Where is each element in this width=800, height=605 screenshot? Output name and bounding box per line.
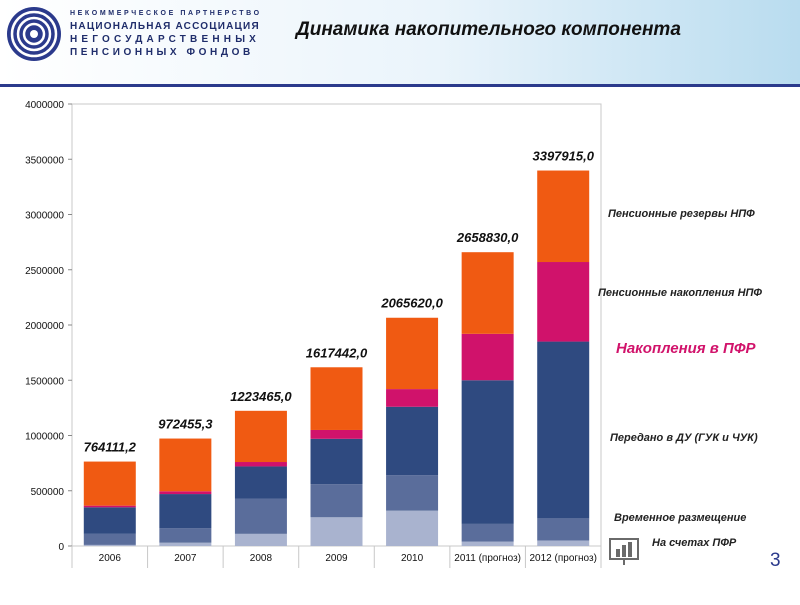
bar-segment bbox=[461, 380, 514, 524]
y-tick-label: 3000000 bbox=[25, 211, 64, 222]
bar-segment bbox=[234, 498, 287, 534]
x-tick-label: 2007 bbox=[174, 553, 197, 564]
bar-segment bbox=[461, 523, 514, 542]
bar-segment bbox=[537, 262, 590, 342]
x-tick-label: 2012 (прогноз) bbox=[529, 553, 596, 564]
legend-label: Передано в ДУ (ГУК и ЧУК) bbox=[610, 432, 758, 444]
x-tick-label: 2010 bbox=[401, 553, 424, 564]
bar-segment bbox=[386, 317, 439, 390]
bar-total-label: 972455,3 bbox=[158, 417, 213, 432]
x-tick-label: 2006 bbox=[99, 553, 122, 564]
bar-total-label: 1223465,0 bbox=[230, 389, 292, 404]
bar-segment bbox=[310, 367, 363, 430]
bar-segment bbox=[310, 517, 363, 546]
bar-segment bbox=[386, 406, 439, 476]
y-tick-label: 1000000 bbox=[25, 432, 64, 443]
header-banner: НЕКОММЕРЧЕСКОЕ ПАРТНЕРСТВО НАЦИОНАЛЬНАЯ … bbox=[0, 0, 800, 84]
bar-segment bbox=[310, 429, 363, 439]
y-tick-label: 2500000 bbox=[25, 266, 64, 277]
bar-total-label: 764111,2 bbox=[84, 440, 137, 455]
y-tick-label: 2000000 bbox=[25, 321, 64, 332]
bar-segment bbox=[537, 341, 590, 519]
bar-segment bbox=[386, 510, 439, 546]
bar-segment bbox=[83, 461, 136, 506]
bar-segment bbox=[234, 462, 287, 467]
slide-chart-icon bbox=[609, 538, 639, 565]
org-line-1: НЕКОММЕРЧЕСКОЕ ПАРТНЕРСТВО bbox=[70, 10, 262, 17]
legend-label: Накопления в ПФР bbox=[616, 340, 756, 357]
bar-segment bbox=[386, 389, 439, 407]
bar-segment bbox=[234, 533, 287, 546]
bar-total-label: 1617442,0 bbox=[306, 345, 368, 360]
org-line-2: НАЦИОНАЛЬНАЯ АССОЦИАЦИЯ bbox=[70, 21, 260, 32]
bar-segment bbox=[537, 540, 590, 546]
nangf-logo-icon bbox=[7, 7, 61, 61]
y-tick-label: 4000000 bbox=[25, 100, 64, 111]
x-tick-label: 2011 (прогноз) bbox=[454, 553, 521, 564]
bar-segment bbox=[537, 170, 590, 263]
bar-segment bbox=[310, 484, 363, 518]
bar-segment bbox=[159, 494, 212, 529]
bar-segment bbox=[159, 542, 212, 546]
chart-area: 0 500000 1000000 1500000 2000000 2500000 30000… bbox=[0, 88, 800, 600]
bar-segment bbox=[159, 491, 212, 495]
bar-segment bbox=[83, 507, 136, 534]
bar-segment bbox=[159, 438, 212, 492]
legend-label: На счетах ПФР bbox=[652, 537, 737, 549]
bar-segment bbox=[461, 541, 514, 546]
bar-segment bbox=[461, 252, 514, 334]
bar-segment bbox=[83, 544, 136, 546]
stacked-bar-chart: 0 500000 1000000 1500000 2000000 2500000 30000… bbox=[25, 100, 602, 568]
legend-label: Пенсионные резервы НПФ bbox=[608, 208, 755, 220]
organization-name: НЕКОММЕРЧЕСКОЕ ПАРТНЕРСТВО НАЦИОНАЛЬНАЯ … bbox=[70, 8, 262, 58]
y-tick-label: 0 bbox=[58, 542, 64, 553]
bar-segment bbox=[159, 528, 212, 543]
bar-total-label: 3397915,0 bbox=[532, 149, 594, 164]
bar-segment bbox=[234, 410, 287, 463]
x-tick-label: 2008 bbox=[250, 553, 273, 564]
x-tick-label: 2009 bbox=[325, 553, 348, 564]
bar-segment bbox=[234, 466, 287, 499]
bar-segment bbox=[537, 518, 590, 541]
org-line-3: НЕГОСУДАРСТВЕННЫХ bbox=[70, 34, 261, 45]
page-title: Динамика накопительного компонента bbox=[296, 19, 681, 40]
bar-segment bbox=[83, 533, 136, 545]
page-number: 3 bbox=[770, 550, 781, 571]
bar-segment bbox=[83, 505, 136, 508]
org-line-4: ПЕНСИОННЫХ ФОНДОВ bbox=[70, 47, 254, 58]
bar-segment bbox=[310, 438, 363, 485]
bar-segment bbox=[386, 475, 439, 511]
y-tick-label: 3500000 bbox=[25, 155, 64, 166]
y-tick-label: 500000 bbox=[31, 487, 65, 498]
header-divider bbox=[0, 84, 800, 87]
legend-label: Временное размещение bbox=[614, 512, 747, 524]
bar-total-label: 2065620,0 bbox=[380, 296, 443, 311]
bar-total-label: 2658830,0 bbox=[456, 230, 519, 245]
bar-segment bbox=[461, 333, 514, 381]
y-tick-label: 1500000 bbox=[25, 376, 64, 387]
legend-label: Пенсионные накопления НПФ bbox=[598, 287, 763, 299]
